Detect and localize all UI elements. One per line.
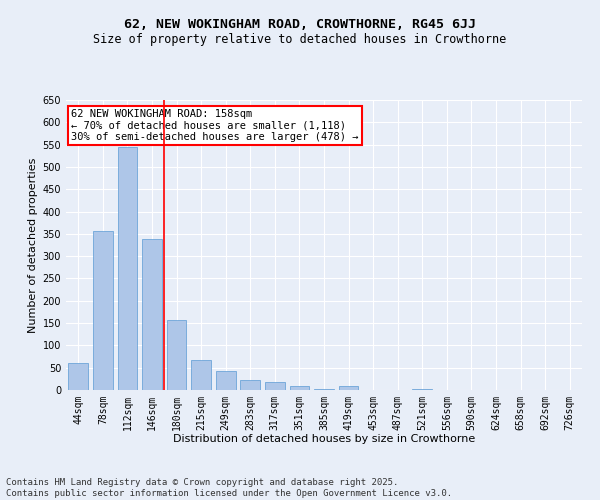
Bar xyxy=(216,372,236,390)
Text: 62, NEW WOKINGHAM ROAD, CROWTHORNE, RG45 6JJ: 62, NEW WOKINGHAM ROAD, CROWTHORNE, RG45… xyxy=(124,18,476,30)
Bar xyxy=(118,147,137,390)
Bar xyxy=(93,230,113,390)
Bar xyxy=(290,386,309,390)
Bar xyxy=(314,389,334,390)
Bar xyxy=(68,363,88,390)
Bar xyxy=(265,382,284,390)
Bar xyxy=(241,380,260,390)
Text: Size of property relative to detached houses in Crowthorne: Size of property relative to detached ho… xyxy=(94,32,506,46)
Y-axis label: Number of detached properties: Number of detached properties xyxy=(28,158,38,332)
X-axis label: Distribution of detached houses by size in Crowthorne: Distribution of detached houses by size … xyxy=(173,434,475,444)
Bar xyxy=(412,389,432,390)
Bar xyxy=(191,360,211,390)
Bar xyxy=(339,386,358,390)
Text: 62 NEW WOKINGHAM ROAD: 158sqm
← 70% of detached houses are smaller (1,118)
30% o: 62 NEW WOKINGHAM ROAD: 158sqm ← 70% of d… xyxy=(71,108,359,142)
Bar xyxy=(142,239,162,390)
Text: Contains HM Land Registry data © Crown copyright and database right 2025.
Contai: Contains HM Land Registry data © Crown c… xyxy=(6,478,452,498)
Bar xyxy=(167,320,187,390)
